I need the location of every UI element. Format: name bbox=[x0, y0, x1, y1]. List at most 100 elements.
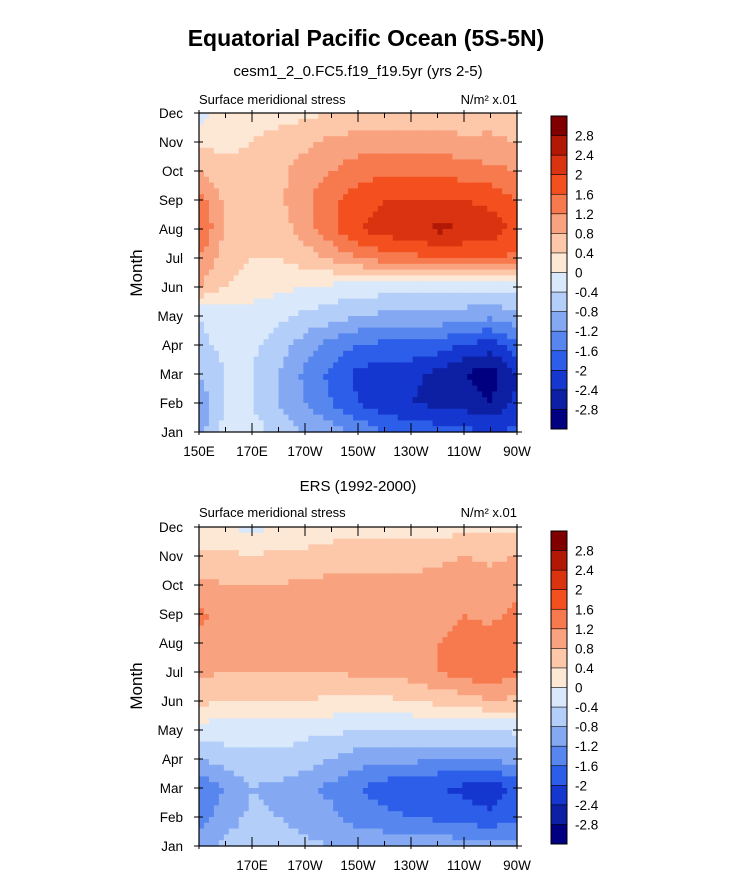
contour-cell bbox=[293, 362, 299, 368]
contour-cell bbox=[224, 415, 230, 421]
contour-cell bbox=[303, 188, 309, 194]
contour-cell bbox=[418, 415, 424, 421]
contour-cell bbox=[353, 304, 359, 310]
contour-cell bbox=[328, 597, 334, 603]
contour-cell bbox=[497, 550, 503, 556]
contour-cell bbox=[398, 391, 404, 397]
contour-cell bbox=[244, 614, 250, 620]
contour-cell bbox=[348, 637, 354, 643]
contour-cell bbox=[433, 264, 439, 270]
contour-cell bbox=[373, 614, 379, 620]
contour-cell bbox=[452, 142, 458, 148]
contour-cell bbox=[413, 533, 419, 539]
contour-cell bbox=[423, 229, 429, 235]
contour-cell bbox=[497, 333, 503, 339]
contour-cell bbox=[338, 333, 344, 339]
contour-cell bbox=[323, 142, 329, 148]
contour-cell bbox=[333, 602, 339, 608]
contour-cell bbox=[323, 420, 329, 426]
contour-cell bbox=[388, 345, 394, 351]
contour-cell bbox=[388, 368, 394, 374]
contour-cell bbox=[462, 229, 468, 235]
contour-cell bbox=[259, 148, 265, 154]
contour-cell bbox=[418, 217, 424, 223]
contour-cell bbox=[487, 136, 493, 142]
contour-cell bbox=[234, 252, 240, 258]
contour-cell bbox=[264, 229, 270, 235]
contour-cell bbox=[199, 304, 205, 310]
contour-cell bbox=[492, 235, 498, 241]
contour-cell bbox=[313, 275, 319, 281]
contour-cell bbox=[442, 597, 448, 603]
contour-cell bbox=[477, 183, 483, 189]
contour-cell bbox=[438, 386, 444, 392]
contour-cell bbox=[269, 527, 275, 533]
contour-cell bbox=[239, 142, 245, 148]
contour-cell bbox=[254, 241, 260, 247]
contour-cell bbox=[348, 212, 354, 218]
contour-cell bbox=[249, 333, 255, 339]
contour-cell bbox=[487, 614, 493, 620]
contour-cell bbox=[388, 403, 394, 409]
contour-cell bbox=[418, 397, 424, 403]
contour-cell bbox=[408, 188, 414, 194]
contour-cell bbox=[259, 322, 265, 328]
contour-cell bbox=[368, 281, 374, 287]
contour-cell bbox=[343, 637, 349, 643]
contour-cell bbox=[313, 351, 319, 357]
contour-cell bbox=[378, 287, 384, 293]
contour-cell bbox=[502, 235, 508, 241]
contour-cell bbox=[224, 386, 230, 392]
contour-cell bbox=[274, 386, 280, 392]
contour-cell bbox=[333, 177, 339, 183]
contour-cell bbox=[457, 299, 463, 305]
contour-cell bbox=[348, 620, 354, 626]
contour-cell bbox=[477, 637, 483, 643]
contour-cell bbox=[204, 212, 210, 218]
contour-cell bbox=[413, 241, 419, 247]
contour-cell bbox=[442, 556, 448, 562]
contour-cell bbox=[408, 200, 414, 206]
contour-cell bbox=[368, 258, 374, 264]
contour-cell bbox=[472, 281, 478, 287]
contour-cell bbox=[507, 362, 513, 368]
contour-cell bbox=[244, 579, 250, 585]
contour-cell bbox=[254, 130, 260, 136]
contour-cell bbox=[452, 415, 458, 421]
contour-cell bbox=[477, 591, 483, 597]
contour-cell bbox=[368, 229, 374, 235]
contour-cell bbox=[313, 183, 319, 189]
contour-cell bbox=[214, 310, 220, 316]
contour-cell bbox=[467, 562, 473, 568]
contour-cell bbox=[502, 397, 508, 403]
contour-cell bbox=[438, 626, 444, 632]
contour-cell bbox=[279, 368, 285, 374]
contour-cell bbox=[249, 281, 255, 287]
contour-cell bbox=[219, 579, 225, 585]
colorbar-swatch bbox=[551, 390, 567, 410]
contour-cell bbox=[408, 380, 414, 386]
contour-cell bbox=[408, 527, 414, 533]
contour-cell bbox=[204, 270, 210, 276]
contour-cell bbox=[502, 351, 508, 357]
contour-cell bbox=[363, 322, 369, 328]
contour-cell bbox=[209, 374, 215, 380]
contour-cell bbox=[288, 568, 294, 574]
contour-cell bbox=[259, 125, 265, 131]
contour-cell bbox=[264, 287, 270, 293]
contour-cell bbox=[199, 183, 205, 189]
contour-cell bbox=[318, 550, 324, 556]
contour-cell bbox=[328, 420, 334, 426]
contour-cell bbox=[447, 194, 453, 200]
contour-cell bbox=[502, 368, 508, 374]
contour-cell bbox=[398, 527, 404, 533]
contour-cell bbox=[333, 188, 339, 194]
contour-cell bbox=[293, 293, 299, 299]
contour-cell bbox=[467, 322, 473, 328]
contour-cell bbox=[224, 643, 230, 649]
contour-cell bbox=[303, 556, 309, 562]
contour-cell bbox=[393, 597, 399, 603]
contour-cell bbox=[279, 177, 285, 183]
contour-cell bbox=[452, 177, 458, 183]
contour-cell bbox=[462, 188, 468, 194]
